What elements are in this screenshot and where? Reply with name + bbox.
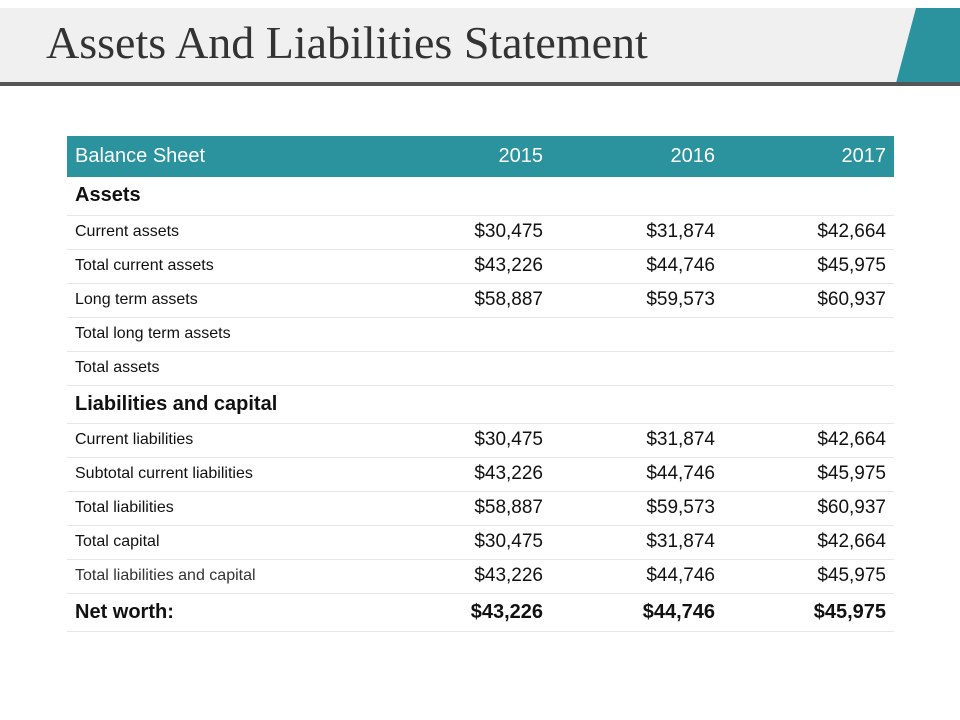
cell-value xyxy=(551,351,723,385)
cell-value: $31,874 xyxy=(646,429,715,450)
net-worth-value: $45,975 xyxy=(813,600,886,623)
cell-value: $43,226 xyxy=(474,255,543,276)
cell-value xyxy=(551,317,723,351)
cell-value: $30,475 xyxy=(474,221,543,242)
table-row: Current assets $30,475 $31,874 $42,664 xyxy=(67,215,894,249)
header-year-2016: 2016 xyxy=(670,145,716,167)
table-header-row: Balance Sheet 2015 2016 2017 xyxy=(67,136,894,177)
cell-value: $31,874 xyxy=(646,221,715,242)
title-band xyxy=(0,8,960,83)
table-row: Total capital $30,475 $31,874 $42,664 xyxy=(67,525,894,559)
cell-value: $30,475 xyxy=(474,531,543,552)
cell-value: $43,226 xyxy=(474,565,543,586)
section-heading-liabilities: Liabilities and capital xyxy=(75,392,278,415)
row-label: Total capital xyxy=(75,533,160,550)
header-year-2017: 2017 xyxy=(841,145,887,167)
cell-value: $30,475 xyxy=(474,429,543,450)
section-heading-assets: Assets xyxy=(75,184,141,207)
header-year-2015: 2015 xyxy=(498,145,544,167)
cell-value: $59,573 xyxy=(646,497,715,518)
table-row: Total liabilities and capital $43,226 $4… xyxy=(67,559,894,593)
title-accent-shape xyxy=(896,8,960,83)
cell-value: $44,746 xyxy=(646,565,715,586)
cell-value xyxy=(379,351,551,385)
cell-value: $42,664 xyxy=(817,531,886,552)
cell-value: $60,937 xyxy=(817,289,886,310)
table-row: Total assets xyxy=(67,351,894,385)
cell-value: $42,664 xyxy=(817,429,886,450)
cell-value: $45,975 xyxy=(817,463,886,484)
table-row: Total long term assets xyxy=(67,317,894,351)
cell-value: $44,746 xyxy=(646,255,715,276)
cell-value: $43,226 xyxy=(474,463,543,484)
section-heading-row: Liabilities and capital xyxy=(67,385,894,423)
title-divider xyxy=(0,82,960,86)
cell-value xyxy=(379,317,551,351)
row-label: Total assets xyxy=(75,359,160,376)
row-label: Total current assets xyxy=(75,257,214,274)
page-title: Assets And Liabilities Statement xyxy=(46,17,648,68)
cell-value: $59,573 xyxy=(646,289,715,310)
net-worth-row: Net worth: $43,226 $44,746 $45,975 xyxy=(67,593,894,631)
net-worth-label: Net worth: xyxy=(75,600,174,623)
cell-value xyxy=(723,351,894,385)
row-label: Total long term assets xyxy=(75,325,231,342)
header-balance-sheet: Balance Sheet xyxy=(75,145,206,167)
row-label: Total liabilities xyxy=(75,499,174,516)
balance-sheet-table: Balance Sheet 2015 2016 2017 Assets Curr… xyxy=(67,136,894,632)
cell-value: $45,975 xyxy=(817,565,886,586)
cell-value: $60,937 xyxy=(817,497,886,518)
row-label: Current assets xyxy=(75,223,180,240)
cell-value: $58,887 xyxy=(474,289,543,310)
cell-value: $42,664 xyxy=(817,221,886,242)
cell-value: $44,746 xyxy=(646,463,715,484)
row-label: Subtotal current liabilities xyxy=(75,465,253,482)
row-label: Long term assets xyxy=(75,291,198,308)
table-row: Subtotal current liabilities $43,226 $44… xyxy=(67,457,894,491)
table-row: Current liabilities $30,475 $31,874 $42,… xyxy=(67,423,894,457)
section-heading-row: Assets xyxy=(67,177,894,215)
cell-value: $58,887 xyxy=(474,497,543,518)
cell-value: $31,874 xyxy=(646,531,715,552)
row-label: Current liabilities xyxy=(75,431,194,448)
table-row: Long term assets $58,887 $59,573 $60,937 xyxy=(67,283,894,317)
net-worth-value: $43,226 xyxy=(470,600,543,623)
cell-value: $45,975 xyxy=(817,255,886,276)
row-label: Total liabilities and capital xyxy=(75,567,256,584)
net-worth-value: $44,746 xyxy=(642,600,715,623)
table-row: Total current assets $43,226 $44,746 $45… xyxy=(67,249,894,283)
table-row: Total liabilities $58,887 $59,573 $60,93… xyxy=(67,491,894,525)
cell-value xyxy=(723,317,894,351)
